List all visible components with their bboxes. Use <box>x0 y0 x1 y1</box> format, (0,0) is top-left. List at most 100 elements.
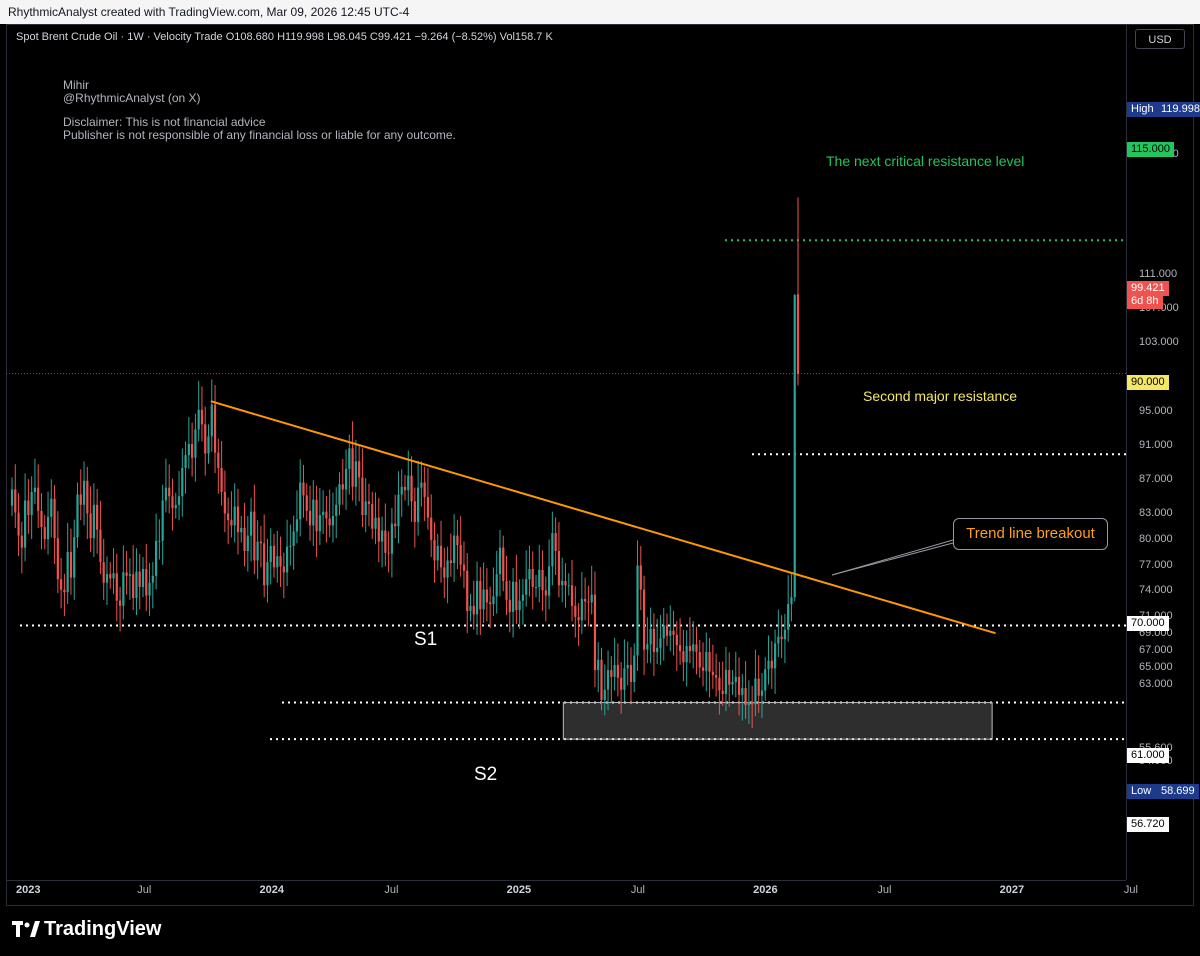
candle-body[interactable] <box>177 496 181 505</box>
candle-body[interactable] <box>53 498 56 539</box>
candle-body[interactable] <box>737 676 741 695</box>
candle-body[interactable] <box>492 596 495 605</box>
candle-body[interactable] <box>27 500 30 516</box>
candle-body[interactable] <box>63 589 66 593</box>
candle-body[interactable] <box>76 494 79 538</box>
candle-body[interactable] <box>269 545 272 563</box>
candle-body[interactable] <box>541 569 544 591</box>
candle-body[interactable] <box>344 468 348 490</box>
candle-body[interactable] <box>367 501 371 504</box>
candle-body[interactable] <box>240 527 243 533</box>
candle-body[interactable] <box>675 634 678 646</box>
candle-body[interactable] <box>135 571 138 599</box>
candle-body[interactable] <box>777 636 780 644</box>
candle-body[interactable] <box>217 452 220 468</box>
candle-body[interactable] <box>528 569 531 580</box>
candle-body[interactable] <box>734 676 737 682</box>
candle-body[interactable] <box>518 600 521 611</box>
candle-body[interactable] <box>695 644 698 653</box>
candle-body[interactable] <box>220 467 223 492</box>
candle-body[interactable] <box>99 529 102 563</box>
candle-body[interactable] <box>315 499 318 532</box>
candle-body[interactable] <box>642 589 646 650</box>
candle-body[interactable] <box>600 659 603 700</box>
candle-body[interactable] <box>544 590 547 596</box>
candle-body[interactable] <box>338 484 341 505</box>
candle-body[interactable] <box>20 535 23 548</box>
candle-body[interactable] <box>308 510 312 526</box>
candle-body[interactable] <box>37 487 40 511</box>
candle-body[interactable] <box>197 409 200 430</box>
candle-body[interactable] <box>423 482 426 498</box>
candle-body[interactable] <box>616 664 619 678</box>
candle-body[interactable] <box>56 538 59 580</box>
candle-body[interactable] <box>384 530 387 553</box>
candle-body[interactable] <box>299 482 302 520</box>
candle-body[interactable] <box>479 580 482 610</box>
candle-body[interactable] <box>40 510 43 528</box>
candle-body[interactable] <box>374 517 377 529</box>
candle-body[interactable] <box>155 540 158 576</box>
candle-body[interactable] <box>656 647 659 653</box>
candle-body[interactable] <box>570 585 574 606</box>
candle-body[interactable] <box>24 500 27 548</box>
candle-body[interactable] <box>485 589 488 603</box>
candle-body[interactable] <box>89 513 92 539</box>
candle-body[interactable] <box>764 669 767 691</box>
candle-body[interactable] <box>341 484 344 490</box>
candle-body[interactable] <box>770 660 773 669</box>
candle-body[interactable] <box>780 636 783 640</box>
candle-body[interactable] <box>191 444 194 458</box>
candle-body[interactable] <box>289 545 292 547</box>
candle-body[interactable] <box>158 540 161 542</box>
candle-body[interactable] <box>793 295 796 598</box>
candle-body[interactable] <box>449 560 452 564</box>
candle-body[interactable] <box>685 646 688 663</box>
candle-body[interactable] <box>515 581 518 611</box>
candle-body[interactable] <box>489 602 492 605</box>
candle-body[interactable] <box>567 585 570 587</box>
candle-body[interactable] <box>253 511 256 561</box>
candle-body[interactable] <box>227 513 230 521</box>
candle-body[interactable] <box>502 547 505 581</box>
candle-body[interactable] <box>511 581 515 612</box>
candle-body[interactable] <box>272 545 276 568</box>
candle-body[interactable] <box>14 489 17 513</box>
second-resistance-label[interactable]: Second major resistance <box>863 388 1018 404</box>
candle-body[interactable] <box>115 573 118 601</box>
candle-body[interactable] <box>60 579 63 590</box>
candle-body[interactable] <box>574 605 577 617</box>
candle-body[interactable] <box>181 467 184 497</box>
candle-body[interactable] <box>223 491 226 514</box>
candle-body[interactable] <box>751 701 754 705</box>
candle-body[interactable] <box>263 543 266 586</box>
candle-body[interactable] <box>46 516 50 540</box>
candle-body[interactable] <box>721 690 724 694</box>
candle-body[interactable] <box>318 515 321 532</box>
candle-body[interactable] <box>482 589 485 610</box>
candle-body[interactable] <box>679 645 682 652</box>
candle-body[interactable] <box>606 670 610 690</box>
candle-body[interactable] <box>161 500 164 541</box>
candle-body[interactable] <box>466 570 469 611</box>
candle-body[interactable] <box>194 429 197 458</box>
candle-body[interactable] <box>773 643 777 669</box>
candle-body[interactable] <box>128 574 131 576</box>
candle-body[interactable] <box>652 628 655 653</box>
candle-body[interactable] <box>796 294 800 374</box>
candle-body[interactable] <box>580 598 583 621</box>
candle-body[interactable] <box>243 527 246 552</box>
candle-body[interactable] <box>17 512 20 536</box>
candle-body[interactable] <box>164 487 168 501</box>
candle-body[interactable] <box>325 511 328 519</box>
candle-body[interactable] <box>403 486 407 491</box>
candle-body[interactable] <box>505 580 508 600</box>
candle-body[interactable] <box>688 646 692 652</box>
candle-body[interactable] <box>417 487 420 522</box>
candle-body[interactable] <box>79 494 82 505</box>
candle-body[interactable] <box>371 503 374 529</box>
candle-body[interactable] <box>394 523 397 527</box>
candle-body[interactable] <box>715 675 718 678</box>
candle-body[interactable] <box>66 551 69 593</box>
